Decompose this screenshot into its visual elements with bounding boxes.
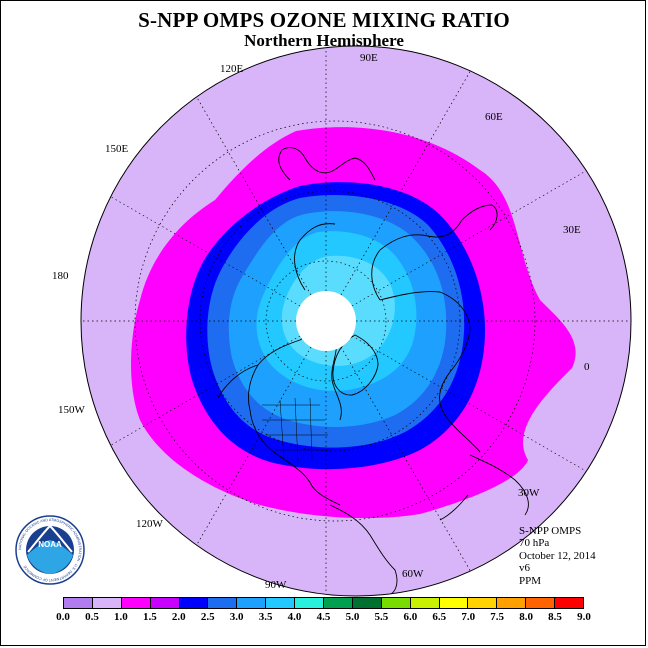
colorbar-tick-label: 1.0 (114, 611, 128, 623)
colorbar-tick-label: 2.0 (171, 611, 186, 623)
lon-label-60e: 60E (485, 111, 503, 123)
south-america-coast (329, 504, 398, 596)
asia-east-coast (278, 147, 376, 181)
colorbar-tick-label: 3.0 (229, 611, 244, 623)
lon-label-30e: 30E (563, 224, 581, 236)
lon-label-90e: 90E (360, 52, 378, 64)
colorbar-segment (179, 598, 209, 608)
colorbar-tick-label: 4.0 (287, 611, 302, 623)
colorbar-segment (92, 598, 122, 608)
colorbar-tick-label: 8.5 (548, 611, 562, 623)
colorbar-tick-label: 4.5 (316, 611, 331, 623)
meridian-line (351, 335, 587, 472)
noaa-logo: NOAA NATIONAL OCEANIC AND ATMOSPHERIC AD… (15, 515, 85, 585)
map-subtitle: Northern Hemisphere (244, 31, 404, 50)
colorbar-tick-label: 5.0 (345, 611, 360, 623)
colorbar-segment (208, 598, 238, 608)
meridian-line (110, 196, 301, 307)
state-boundaries (262, 397, 330, 463)
info-version: v6 (519, 562, 530, 575)
lon-label-120w: 120W (136, 518, 164, 530)
colorbar-tick-label: 7.5 (490, 611, 505, 623)
colorbar-tick-label: 7.0 (461, 611, 476, 623)
colorbar-segment (237, 598, 267, 608)
colorbar-tick-label: 1.5 (142, 611, 157, 623)
colorbar-segment (555, 598, 584, 608)
info-pressure-level: 70 hPa (519, 537, 550, 550)
colorbar-segment (352, 598, 382, 608)
lon-label-180: 180 (52, 270, 69, 282)
colorbar-segment (121, 598, 151, 608)
colorbar-segment (266, 598, 296, 608)
colorbar-segment (526, 598, 556, 608)
colorbar-segment (324, 598, 353, 608)
colorbar-tick-label: 3.5 (258, 611, 273, 623)
colorbar-segment (150, 598, 180, 608)
lon-label-0: 0 (584, 361, 590, 373)
eurasia-coast (294, 204, 498, 453)
meridian-line (110, 335, 301, 446)
colorbar-segment (468, 598, 498, 608)
lon-label-60w: 60W (402, 568, 424, 580)
lon-label-90w: 90W (265, 579, 287, 591)
lon-label-120e: 120E (220, 63, 244, 75)
colorbar-segment (497, 598, 527, 608)
colorbar-tick-label: 0.0 (56, 611, 70, 623)
colorbar (63, 597, 584, 609)
lat-circle-45 (134, 120, 536, 522)
noaa-logo-bird (27, 524, 73, 553)
greenland-coast (332, 334, 379, 396)
colorbar-tick-label: 9.0 (577, 611, 591, 623)
map-title: S-NPP OMPS OZONE MIXING RATIO (138, 8, 510, 32)
lon-label-150e: 150E (105, 143, 129, 155)
lon-label-30w: 30W (518, 487, 540, 499)
colorbar-tick-label: 0.5 (85, 611, 99, 623)
colorbar-tick-label: 6.5 (432, 611, 447, 623)
colorbar-segment (64, 598, 93, 608)
info-unit: PPM (519, 574, 542, 587)
meridian-line (351, 170, 587, 307)
colorbar-tick-label: 5.5 (374, 611, 389, 623)
colorbar-tick-label: 6.0 (403, 611, 418, 623)
africa-coast (439, 454, 529, 521)
polar-data-gap (296, 291, 356, 351)
lat-circle-75 (265, 260, 387, 382)
colorbar-segment (439, 598, 469, 608)
state-lines (262, 397, 330, 463)
noaa-logo-text: NOAA (38, 540, 62, 549)
lon-label-150w: 150W (58, 404, 86, 416)
info-block: S-NPP OMPS 70 hPa October 12, 2014 v6 PP… (519, 525, 596, 587)
colorbar-tick-label: 8.0 (519, 611, 533, 623)
info-instrument: S-NPP OMPS (519, 525, 582, 537)
map-border (80, 45, 632, 597)
colorbar-segment (295, 598, 325, 608)
meridians (81, 47, 631, 595)
noaa-logo-wave (27, 540, 73, 574)
colorbar-tick-label: 2.5 (200, 611, 215, 623)
colorbar-labels: 0.0 0.5 1.0 1.5 2.0 2.5 3.0 3.5 4.0 4.5 5.0 5.5 6.0 6… (0, 611, 648, 625)
colorbar-segment (410, 598, 440, 608)
colorbar-segment (381, 598, 411, 608)
info-date: October 12, 2014 (519, 549, 596, 562)
